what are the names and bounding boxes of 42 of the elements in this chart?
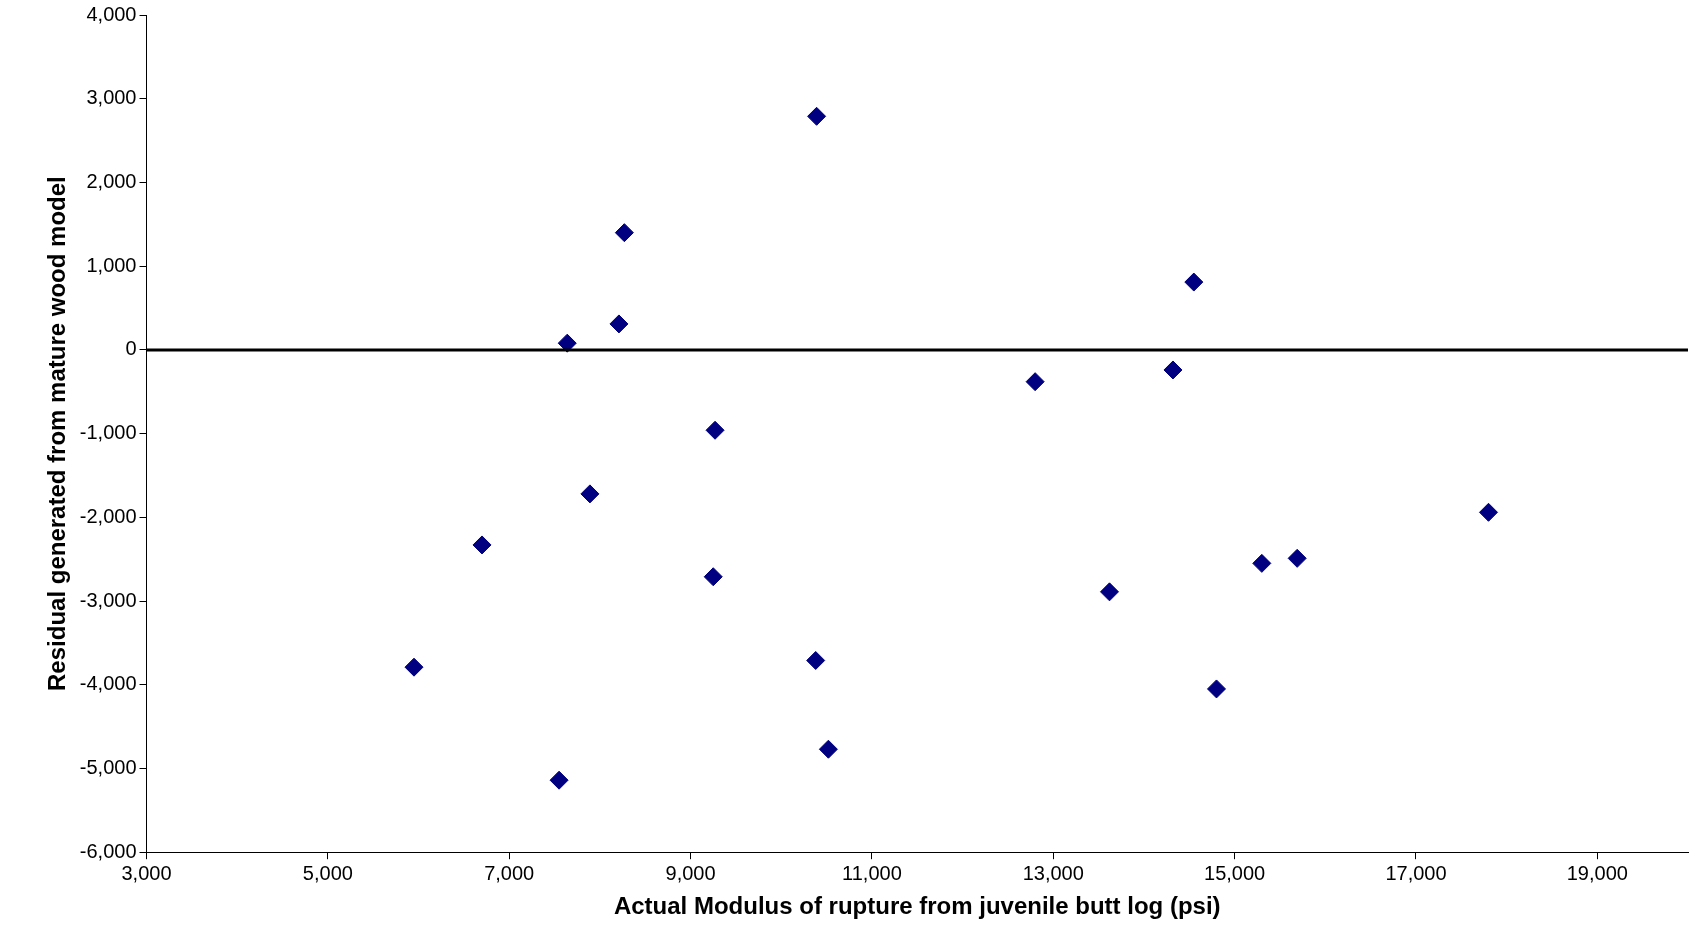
point: [1025, 372, 1045, 392]
y-tick-label: -6,000: [79, 839, 137, 862]
x-tick-label: 3,000: [121, 861, 172, 884]
y-tick-label: 1,000: [86, 253, 137, 276]
x-tick-label: 13,000: [1022, 861, 1084, 884]
point: [1184, 272, 1204, 292]
y-tick-label: -3,000: [79, 588, 137, 611]
y-tick-label: 3,000: [86, 86, 137, 109]
point: [557, 333, 577, 353]
point: [472, 535, 492, 555]
x-axis-title: Actual Modulus of rupture from juvenile butt log (psi): [613, 892, 1221, 920]
point: [1099, 582, 1119, 602]
point: [549, 770, 569, 790]
point: [580, 484, 600, 504]
y-axis-title: Residual generated from mature wood model: [43, 176, 71, 691]
x-tick-label: 11,000: [842, 861, 902, 884]
point: [1479, 502, 1499, 522]
point: [1252, 553, 1272, 573]
x-tick-label: 9,000: [665, 861, 716, 884]
x-tick-label: 7,000: [484, 861, 535, 884]
y-tick-label: 2,000: [86, 169, 137, 192]
y-tick-label: -5,000: [79, 756, 137, 778]
point: [705, 420, 725, 440]
point: [703, 567, 723, 587]
x-tick-label: 5,000: [302, 861, 353, 884]
point: [609, 314, 629, 334]
point: [614, 223, 634, 243]
point: [404, 657, 424, 677]
point: [1206, 679, 1226, 699]
y-tick-label: 0: [125, 337, 137, 360]
x-tick-label: 17,000: [1385, 861, 1447, 884]
point: [1287, 548, 1307, 568]
y-tick-label: 4,000: [86, 2, 137, 25]
y-tick-label: -2,000: [79, 504, 137, 527]
y-tick-label: -1,000: [79, 421, 137, 444]
point: [807, 106, 827, 126]
point: [1163, 360, 1183, 380]
x-tick-label: 15,000: [1204, 861, 1266, 884]
point: [806, 650, 826, 670]
x-tick-label: 19,000: [1566, 861, 1628, 884]
y-tick-label: -4,000: [79, 672, 137, 695]
point: [818, 739, 838, 759]
